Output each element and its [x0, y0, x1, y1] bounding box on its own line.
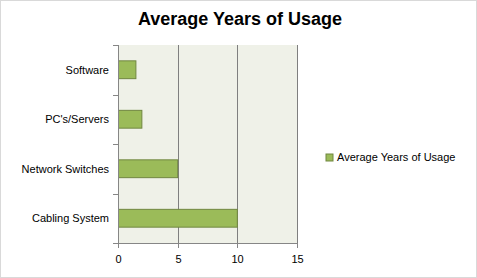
legend-label: Average Years of Usage [337, 151, 455, 163]
category-tick [113, 95, 118, 96]
category-tick [113, 45, 118, 46]
category-label: PC's/Servers [45, 113, 109, 125]
bar [118, 110, 142, 128]
title: Average Years of Usage [138, 9, 342, 29]
category-label: Software [66, 64, 109, 76]
bar [118, 209, 237, 227]
chart: 0 5 10 15 Cabling System Network Switches PC's… [0, 0, 477, 278]
bar [118, 61, 136, 79]
tick-label: 15 [291, 253, 303, 265]
y-axis [118, 45, 119, 243]
x-axis [118, 243, 297, 244]
chart-frame [1, 1, 477, 278]
legend-swatch [326, 154, 333, 161]
category-label: Cabling System [32, 212, 109, 224]
tick-label: 5 [175, 253, 181, 265]
plot-area [118, 45, 297, 243]
tick-label: 10 [231, 253, 243, 265]
category-tick [113, 243, 118, 244]
tick-label: 0 [115, 253, 121, 265]
category-tick [113, 194, 118, 195]
category-tick [113, 144, 118, 145]
bar [118, 160, 178, 178]
grid-line [297, 45, 298, 243]
category-label: Network Switches [22, 163, 110, 175]
bars [118, 61, 237, 227]
tick-mark [297, 243, 298, 248]
